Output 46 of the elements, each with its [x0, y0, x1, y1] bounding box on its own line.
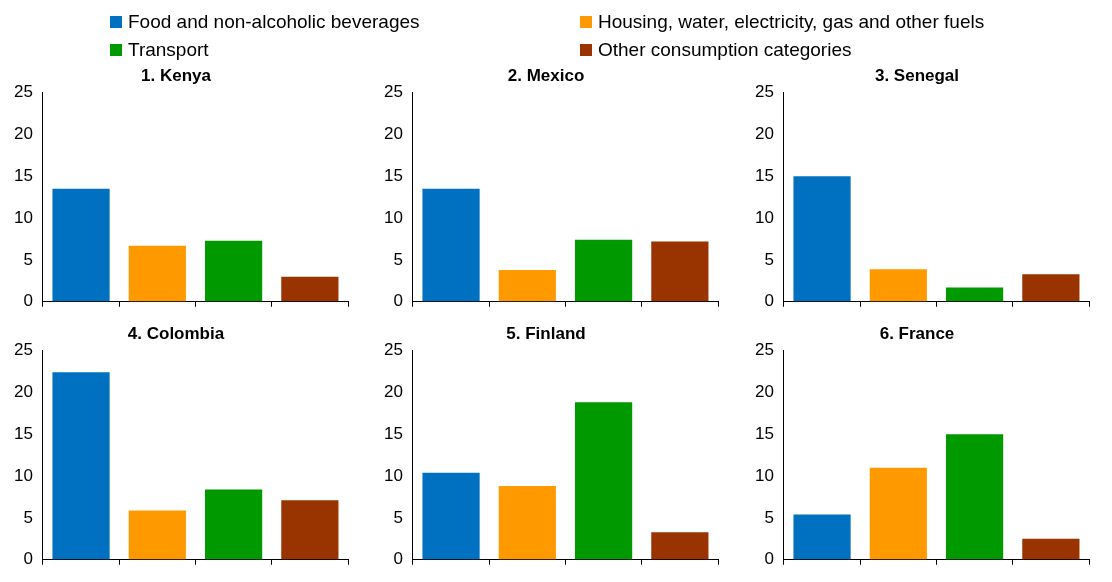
y-tick-label: 10	[754, 207, 774, 227]
y-tick-label: 0	[23, 549, 33, 569]
legend-label: Food and non-alcoholic beverages	[128, 10, 420, 33]
y-tick-label: 20	[754, 381, 774, 401]
y-tick-label: 25	[383, 340, 403, 360]
y-tick-label: 20	[383, 381, 403, 401]
y-tick-label: 25	[754, 340, 774, 360]
chart-title: 1. Kenya	[141, 65, 212, 85]
chart-title: 4. Colombia	[127, 323, 225, 343]
y-tick-label: 5	[393, 249, 403, 269]
y-tick-label: 5	[393, 507, 403, 527]
y-tick-label: 15	[754, 165, 774, 185]
chart-title: 2. Mexico	[507, 65, 585, 85]
y-tick-label: 0	[23, 291, 33, 311]
y-tick-label: 15	[383, 423, 403, 443]
y-tick-label: 15	[13, 165, 33, 185]
y-tick-label: 0	[393, 291, 403, 311]
y-tick-label: 10	[13, 465, 33, 485]
legend-label: Transport	[128, 38, 209, 61]
y-tick-label: 25	[13, 340, 33, 360]
y-tick-label: 0	[764, 291, 774, 311]
y-tick-label: 5	[764, 507, 774, 527]
y-tick-label: 25	[383, 82, 403, 102]
y-tick-label: 25	[754, 82, 774, 102]
y-tick-label: 20	[13, 123, 33, 143]
legend-label: Housing, water, electricity, gas and other fuels	[598, 10, 985, 33]
y-tick-label: 5	[764, 249, 774, 269]
y-tick-label: 15	[13, 423, 33, 443]
y-tick-label: 0	[393, 549, 403, 569]
chart-title: 6. France	[879, 323, 955, 343]
y-tick-label: 15	[383, 165, 403, 185]
y-tick-label: 10	[383, 465, 403, 485]
chart-title: 3. Senegal	[874, 65, 960, 85]
y-tick-label: 0	[764, 549, 774, 569]
y-tick-label: 5	[23, 249, 33, 269]
chart-title: 5. Finland	[506, 323, 586, 343]
y-tick-label: 5	[23, 507, 33, 527]
y-tick-label: 20	[754, 123, 774, 143]
y-tick-label: 20	[383, 123, 403, 143]
y-tick-label: 10	[13, 207, 33, 227]
legend-label: Other consumption categories	[598, 38, 852, 61]
y-tick-label: 10	[754, 465, 774, 485]
y-tick-label: 25	[13, 82, 33, 102]
y-tick-label: 10	[383, 207, 403, 227]
y-tick-label: 20	[13, 381, 33, 401]
y-tick-label: 15	[754, 423, 774, 443]
